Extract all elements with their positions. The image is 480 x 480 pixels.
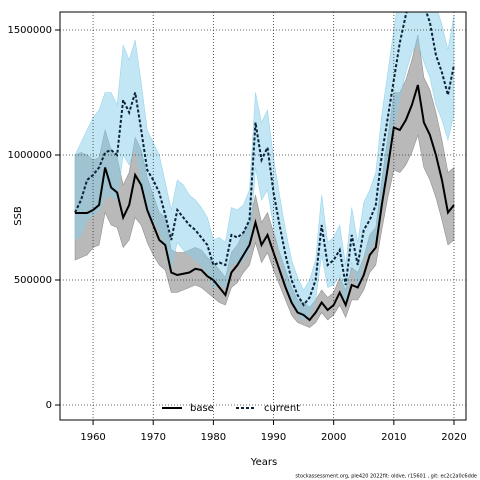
y-tick-label: 500000 (14, 275, 52, 286)
legend-label: base (190, 403, 214, 414)
y-axis-label: SSB (13, 206, 24, 226)
x-tick-label: 1990 (261, 432, 286, 443)
x-tick-label: 2000 (321, 432, 346, 443)
legend-label: current (264, 403, 300, 414)
series-line (75, 84, 455, 322)
plot-area (74, 12, 455, 328)
x-tick-label: 2020 (441, 432, 466, 443)
plot-frame (59, 11, 467, 421)
x-tick-label: 1980 (201, 432, 226, 443)
y-tick-label: 1000000 (7, 150, 52, 161)
footer: stockassessment.org, ple420 2022fit: old… (295, 474, 477, 480)
series-line (74, 12, 455, 307)
x-tick-label: 1960 (80, 432, 105, 443)
x-axis-label: Years (250, 457, 277, 468)
x-tick-label: 1970 (141, 432, 166, 443)
x-tick-label: 2010 (381, 432, 406, 443)
y-tick-label: 1500000 (7, 25, 52, 36)
y-tick-label: 0 (46, 400, 52, 411)
